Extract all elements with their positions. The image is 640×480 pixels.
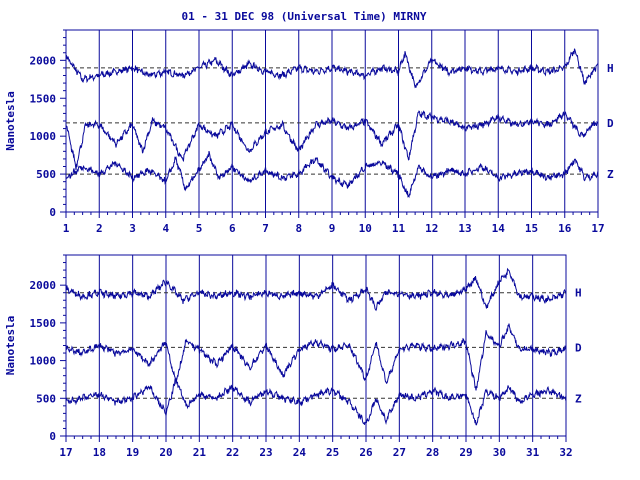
- x-tick-label: 17: [591, 222, 604, 235]
- trace-h: [65, 48, 599, 89]
- y-tick-label: 1000: [30, 130, 57, 143]
- series-label-z: Z: [607, 168, 614, 181]
- x-tick-label: 24: [293, 446, 307, 459]
- y-tick-label: 500: [36, 168, 56, 181]
- y-tick-label: 2000: [30, 54, 57, 67]
- x-tick-label: 3: [129, 222, 136, 235]
- x-tick-label: 21: [193, 446, 207, 459]
- x-tick-label: 19: [126, 446, 139, 459]
- x-tick-label: 15: [525, 222, 538, 235]
- series-label-d: D: [575, 341, 582, 354]
- x-tick-label: 32: [559, 446, 572, 459]
- x-tick-label: 16: [558, 222, 572, 235]
- trace-d: [65, 323, 567, 391]
- y-tick-label: 1500: [30, 92, 57, 105]
- x-tick-label: 22: [226, 446, 239, 459]
- plot-frame: [65, 254, 567, 437]
- trace-z: [65, 150, 599, 199]
- x-tick-label: 31: [526, 446, 540, 459]
- x-tick-label: 13: [458, 222, 471, 235]
- y-axis-label: Nanotesla: [4, 316, 17, 376]
- x-tick-label: 27: [393, 446, 406, 459]
- x-tick-label: 11: [392, 222, 406, 235]
- series-label-d: D: [607, 117, 614, 130]
- y-tick-label: 1500: [30, 317, 57, 330]
- trace-d: [65, 110, 599, 171]
- x-tick-label: 12: [425, 222, 438, 235]
- x-tick-label: 5: [196, 222, 203, 235]
- x-tick-label: 6: [229, 222, 236, 235]
- y-tick-label: 2000: [30, 279, 57, 292]
- x-tick-label: 30: [493, 446, 506, 459]
- y-axis-label: Nanotesla: [4, 91, 17, 151]
- x-tick-label: 8: [295, 222, 302, 235]
- x-tick-label: 10: [359, 222, 372, 235]
- x-tick-label: 23: [259, 446, 272, 459]
- trace-h: [65, 267, 567, 312]
- x-tick-label: 1: [63, 222, 70, 235]
- x-tick-label: 7: [262, 222, 269, 235]
- series-label-h: H: [607, 62, 614, 75]
- y-tick-label: 500: [36, 392, 56, 405]
- x-tick-label: 17: [59, 446, 72, 459]
- chart-panel-bottom: 17 18 19 20 21 22 23 24 25 26 27 28 29 30 31 32 0 500 1000…: [4, 254, 582, 459]
- x-tick-label: 9: [329, 222, 336, 235]
- trace-z: [65, 377, 567, 426]
- x-tick-label: 28: [426, 446, 439, 459]
- x-tick-label: 2: [96, 222, 103, 235]
- y-tick-label: 0: [49, 430, 56, 443]
- y-tick-label: 1000: [30, 355, 57, 368]
- x-tick-label: 4: [162, 222, 169, 235]
- chart-title: 01 - 31 DEC 98 (Universal Time) MIRNY: [181, 10, 426, 23]
- chart-panel-top: 1 2 3 4 5 6 7 8 9 10 11 12 13 14 15 16 17050010001500200…: [4, 29, 614, 235]
- y-tick-label: 0: [49, 206, 56, 219]
- x-tick-label: 25: [326, 446, 339, 459]
- series-label-h: H: [575, 287, 582, 300]
- x-tick-label: 14: [492, 222, 506, 235]
- x-tick-label: 18: [93, 446, 106, 459]
- x-tick-label: 20: [159, 446, 172, 459]
- x-tick-label: 26: [359, 446, 373, 459]
- x-tick-label: 29: [459, 446, 472, 459]
- series-label-z: Z: [575, 392, 582, 405]
